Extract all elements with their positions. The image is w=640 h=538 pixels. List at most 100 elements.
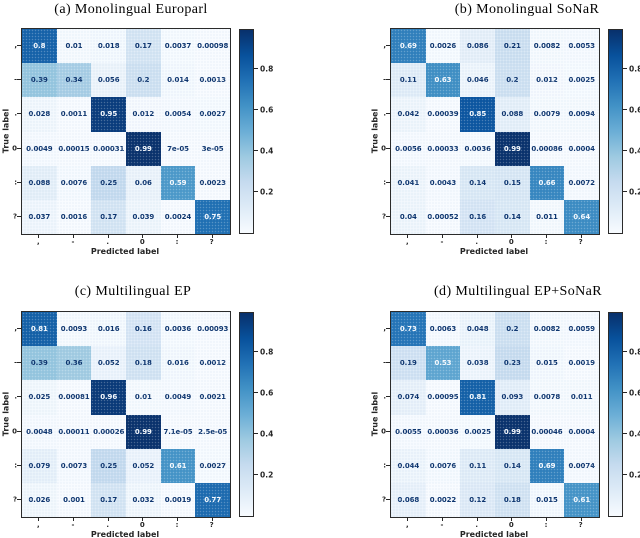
cell-value: 0.11 (399, 76, 417, 85)
matrix-cell: 0.00086 (529, 131, 565, 166)
cell-value: 0.0013 (199, 76, 226, 85)
matrix-cell: 0.0082 (529, 312, 565, 347)
cell-value: 0.0012 (199, 359, 226, 368)
cell-value: 0.0094 (568, 110, 595, 119)
cell-value: 0.015 (536, 359, 558, 368)
matrix-cell: 0.99 (495, 131, 530, 166)
matrix-cell: 0.042 (391, 97, 426, 132)
cell-value: 0.0023 (199, 178, 226, 187)
cell-value: 0.00081 (58, 393, 90, 402)
y-tick-mark (386, 45, 390, 47)
matrix-cell: 0.00095 (425, 380, 461, 415)
cell-value: 0.95 (100, 110, 118, 119)
y-axis-label: True label (370, 391, 380, 436)
matrix-cell: 0.00093 (195, 312, 230, 347)
colorbar-tick-mark (623, 149, 627, 151)
matrix-cell: 0.96 (91, 380, 126, 415)
cell-value: 0.00015 (58, 144, 90, 153)
y-tick-label: - (383, 75, 386, 84)
x-tick-mark (476, 234, 478, 238)
subplot-c-multilingual-ep: (c) Multilingual EP 0.81 0.0093 0.016 0.16 0… (0, 270, 320, 538)
matrix-cell: 0.19 (391, 346, 426, 381)
y-tick-label: 0 (12, 144, 17, 153)
x-tick-label: . (475, 521, 478, 529)
x-tick-mark (476, 517, 478, 521)
x-tick-label: ? (209, 521, 214, 529)
matrix-cell: 0.2 (126, 63, 161, 98)
cell-value: 0.0093 (60, 325, 88, 334)
matrix-cell: 0.00052 (425, 199, 461, 234)
x-tick-label: , (405, 238, 409, 246)
matrix-cell: 0.06 (126, 165, 161, 200)
colorbar-tick-mark (254, 391, 258, 393)
subplot-title: (d) Multilingual EP+SoNaR (433, 284, 603, 299)
cell-value: 0.77 (204, 495, 222, 504)
matrix-cell: 0.0004 (564, 131, 599, 166)
matrix-cell: 0.14 (495, 199, 530, 234)
cell-value: 0.0072 (568, 178, 595, 187)
matrix-cell: 0.028 (22, 97, 57, 132)
matrix-cell: 0.00039 (425, 97, 461, 132)
matrix-cell: 0.0072 (564, 165, 599, 200)
x-tick-label: ? (209, 238, 214, 246)
cell-value: 0.61 (169, 461, 187, 470)
matrix-cell: 0.16 (126, 312, 161, 347)
colorbar-tick-mark (254, 350, 258, 352)
cell-value: 0.0043 (429, 178, 457, 187)
cell-value: 0.011 (536, 212, 558, 221)
cell-value: 0.18 (503, 495, 521, 504)
y-tick-label: , (383, 41, 386, 50)
cell-value: 0.028 (28, 110, 51, 119)
cell-value: 0.0073 (60, 461, 88, 470)
y-tick-label: 0 (381, 144, 386, 153)
matrix-cell: 0.0093 (56, 312, 92, 347)
matrix-cell: 0.074 (391, 380, 426, 415)
y-tick-label: , (383, 324, 386, 333)
matrix-cell: 0.81 (460, 380, 495, 415)
confusion-matrix: 0.8 0.01 0.018 0.17 0.0037 0.00098 0.39 0.34 0.0… (21, 28, 231, 235)
matrix-cell: 0.01 (126, 380, 161, 415)
y-tick-label: - (383, 358, 386, 367)
matrix-cell: 0.00033 (425, 131, 461, 166)
cell-value: 0.00011 (58, 427, 90, 436)
x-tick-label: . (106, 238, 109, 246)
y-tick-mark (386, 181, 390, 183)
cell-value: 0.0004 (568, 427, 595, 436)
cell-value: 0.041 (397, 178, 420, 187)
y-axis-label: True label (1, 391, 11, 436)
x-tick-label: 0 (139, 238, 145, 246)
matrix-cell: 0.0022 (425, 482, 461, 517)
matrix-cell: 0.0012 (195, 346, 230, 381)
colorbar-tick-mark (623, 350, 627, 352)
x-tick-label: 0 (508, 521, 514, 529)
matrix-cell: 0.0059 (564, 312, 599, 347)
cell-value: 0.00033 (427, 144, 459, 153)
x-tick-mark (580, 517, 582, 521)
colorbar-tick-mark (254, 473, 258, 475)
matrix-cell: 0.36 (56, 346, 92, 381)
cell-value: 0.079 (28, 461, 51, 470)
matrix-cell: 0.99 (126, 131, 161, 166)
x-tick-mark (511, 234, 513, 238)
cell-value: 0.17 (134, 42, 152, 51)
x-tick-label: , (36, 521, 40, 529)
cell-value: 2.5e-05 (198, 427, 228, 436)
cell-value: 0.0076 (60, 178, 88, 187)
matrix-cell: 2.5e-05 (195, 414, 230, 449)
matrix-cell: 0.0016 (56, 199, 92, 234)
cell-value: 0.00095 (427, 393, 459, 402)
x-axis-label: Predicted label (90, 530, 160, 538)
cell-value: 0.00036 (427, 427, 459, 436)
cell-value: 0.01 (65, 42, 83, 51)
matrix-cell: 0.0036 (460, 131, 495, 166)
matrix-cell: 0.0011 (56, 97, 92, 132)
y-tick-label: , (14, 41, 17, 50)
cell-value: 0.037 (28, 212, 51, 221)
cell-value: 0.8 (33, 42, 46, 51)
matrix-cell: 0.0049 (160, 380, 196, 415)
matrix-cell: 0.0019 (564, 346, 599, 381)
cell-value: 0.0076 (429, 461, 457, 470)
colorbar-tick-mark (254, 67, 258, 69)
y-tick-label: . (383, 392, 386, 401)
matrix-cell: 0.01 (56, 29, 92, 64)
